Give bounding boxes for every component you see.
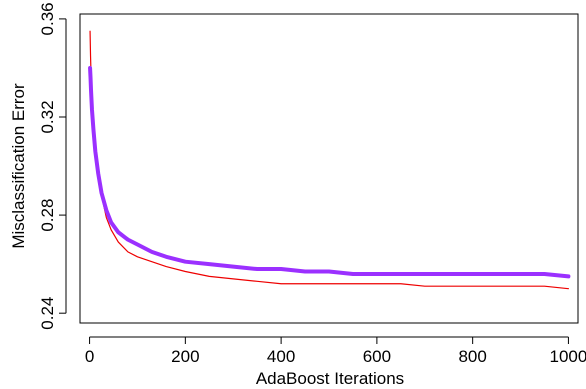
plot-frame <box>79 13 579 324</box>
y-axis-title: Misclassification Error <box>9 83 28 249</box>
series-line-1 <box>89 30 570 290</box>
x-tick-label: 1000 <box>550 347 586 366</box>
x-tick-label: 600 <box>363 347 391 366</box>
y-tick-label: 0.24 <box>38 297 57 330</box>
y-tick-label: 0.32 <box>38 100 57 133</box>
y-tick-label: 0.28 <box>38 199 57 232</box>
series-line-2 <box>88 65 571 279</box>
x-axis-title: AdaBoost Iterations <box>256 369 404 388</box>
y-tick-label: 0.36 <box>38 2 57 35</box>
x-tick-label: 200 <box>171 347 199 366</box>
x-tick-label: 800 <box>458 347 486 366</box>
x-tick-label: 0 <box>85 347 94 366</box>
x-tick-label: 400 <box>267 347 295 366</box>
